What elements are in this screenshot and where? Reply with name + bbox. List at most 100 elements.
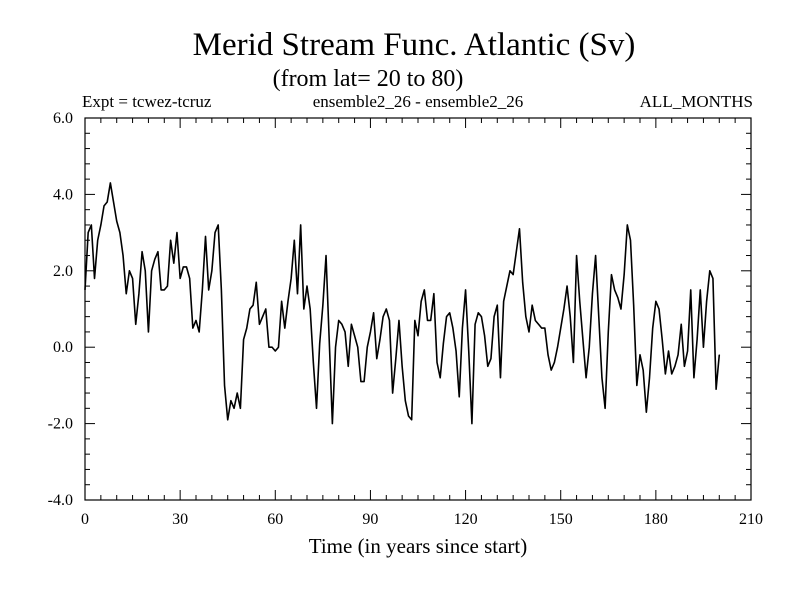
data-point [154,258,156,260]
data-point [163,289,165,291]
data-point [322,304,324,306]
data-point [84,289,86,291]
data-point [249,308,251,310]
data-point [655,300,657,302]
data-point [328,339,330,341]
data-point [661,339,663,341]
data-point [385,308,387,310]
data-point [166,285,168,287]
data-point [341,323,343,325]
data-point [157,251,159,253]
data-point [189,277,191,279]
data-point [176,232,178,234]
plot-frame [84,117,752,501]
data-point [300,224,302,226]
data-point [398,319,400,321]
data-point [179,277,181,279]
data-point [119,232,121,234]
x-tick-label: 210 [739,511,763,528]
data-point [465,289,467,291]
data-point [90,224,92,226]
data-point [477,312,479,314]
data-point [287,300,289,302]
data-point [369,331,371,333]
data-point [338,319,340,321]
data-point [629,239,631,241]
data-point [316,407,318,409]
axis-tick-labels: 0 30 60 90 120 150 180 210 -4.0 -2.0 0.0 2.0 4.0 6.0 [48,110,763,528]
data-point [331,423,333,425]
data-point [303,308,305,310]
data-point [144,270,146,272]
data-point [122,255,124,257]
data-point [147,331,149,333]
data-point [423,289,425,291]
data-point [271,346,273,348]
data-point [620,308,622,310]
data-point [243,339,245,341]
x-tick-label: 150 [549,511,573,528]
chart-title: Merid Stream Func. Atlantic (Sv) [193,27,636,63]
data-point [404,400,406,402]
data-point [522,281,524,283]
data-point [547,354,549,356]
x-axis-label: Time (in years since start) [309,534,528,558]
data-point [664,373,666,375]
data-point [132,277,134,279]
data-point [591,293,593,295]
data-point [446,316,448,318]
data-point [97,239,99,241]
data-point [614,289,616,291]
data-point [569,316,571,318]
data-point [427,319,429,321]
data-point [471,423,473,425]
data-point [677,354,679,356]
data-point [452,327,454,329]
data-point [309,308,311,310]
data-point [106,201,108,203]
data-point [553,361,555,363]
data-point [572,361,574,363]
data-point [239,407,241,409]
data-point [268,346,270,348]
data-point [420,300,422,302]
data-point [709,270,711,272]
data-point [626,224,628,226]
y-tick-label: 0.0 [53,339,73,356]
data-point [430,319,432,321]
data-point [566,285,568,287]
data-point [128,270,130,272]
data-point [335,346,337,348]
data-point [607,331,609,333]
data-point [160,289,162,291]
data-point [217,224,219,226]
data-point [601,377,603,379]
data-point [487,365,489,367]
data-point [496,304,498,306]
data-point [588,346,590,348]
data-point [439,377,441,379]
data-point [693,377,695,379]
data-point [550,369,552,371]
data-point [87,232,89,234]
data-point [544,327,546,329]
data-point [582,339,584,341]
header-left-label: Expt = tcwez-tcruz [82,92,212,111]
data-point [214,232,216,234]
data-point [718,354,720,356]
data-point [373,312,375,314]
data-point [515,251,517,253]
data-point [220,289,222,291]
y-tick-label: 2.0 [53,263,73,280]
data-point [414,319,416,321]
data-point [113,201,115,203]
data-point [433,293,435,295]
data-point [534,319,536,321]
data-point [458,396,460,398]
data-point [262,316,264,318]
data-point [109,182,111,184]
data-point [350,323,352,325]
data-point [138,293,140,295]
data-point [687,350,689,352]
data-point [100,224,102,226]
